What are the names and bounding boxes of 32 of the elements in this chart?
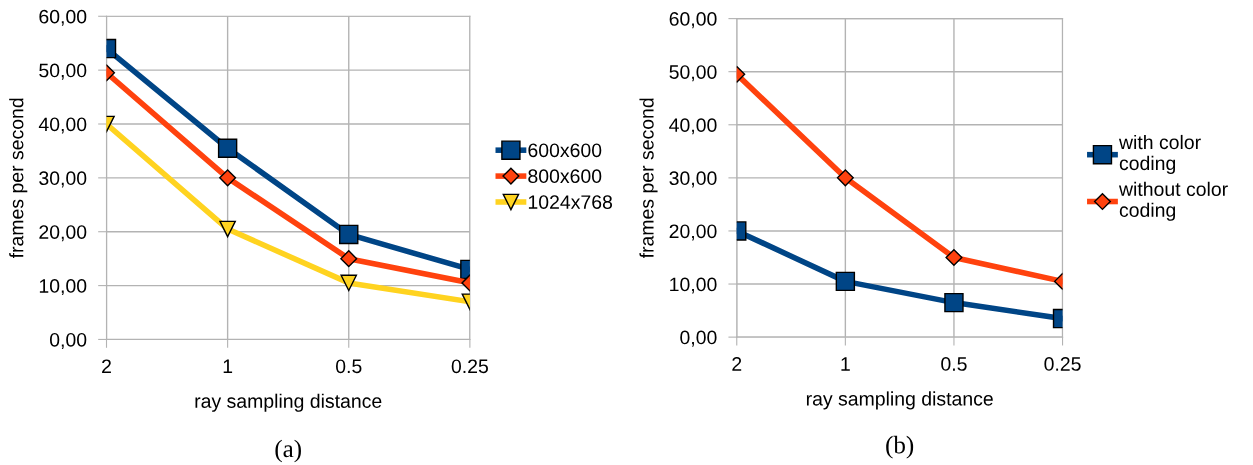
y-tick-label: 10,00	[670, 277, 717, 294]
x-tick-label: 0.5	[941, 357, 967, 371]
y-tick-label: 0,00	[680, 330, 717, 347]
y-tick-label: 20,00	[669, 224, 717, 241]
y-tick-label: 0,00	[49, 332, 87, 349]
x-tick-label: 1	[841, 357, 850, 371]
x-tick-label: 2	[102, 359, 111, 373]
y-tick-label: 30,00	[39, 171, 87, 188]
y-tick-label: 50,00	[39, 63, 87, 80]
y-tick-label: 40,00	[669, 118, 717, 135]
x-tick-label: 2	[732, 357, 742, 371]
legend-label: without color coding	[1118, 181, 1228, 221]
y-tick-label: 10,00	[39, 279, 87, 296]
x-tick-label: 0.25	[1044, 357, 1081, 371]
y-tick-label: 60,00	[39, 9, 87, 26]
legend-label: 600x600	[528, 143, 602, 158]
x-tick-label: 0.25	[451, 359, 488, 374]
legend-label: 1024x768	[528, 195, 613, 209]
text: (a)	[275, 439, 301, 463]
y-axis-title: frames per second	[639, 98, 658, 259]
x-axis-title: ray sampling distance	[195, 393, 382, 412]
x-axis-title: ray sampling distance	[806, 391, 993, 410]
y-tick-label: 60,00	[669, 12, 717, 29]
y-tick-label: 50,00	[669, 65, 717, 82]
y-tick-label: 20,00	[39, 225, 87, 242]
text: (b)	[886, 435, 914, 459]
legend-label: 800x600	[528, 169, 602, 184]
y-tick-label: 30,00	[669, 171, 717, 188]
y-axis-title: frames per second	[9, 98, 28, 259]
x-tick-label: 1	[223, 359, 233, 373]
x-tick-label: 0.5	[336, 359, 362, 374]
y-tick-label: 40,00	[38, 117, 87, 134]
